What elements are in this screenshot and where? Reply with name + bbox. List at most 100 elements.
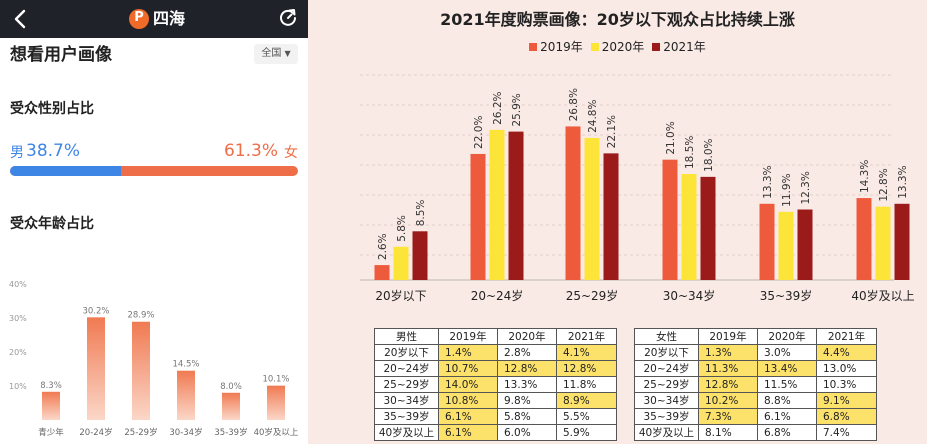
bar-2020年 [681, 173, 697, 280]
y-tick-label: 30% [9, 314, 27, 323]
table-cell: 10.7% [438, 360, 498, 377]
male-label: 男 [10, 145, 24, 161]
table-row: 30~34岁 10.8% 9.8% 8.9% [374, 392, 617, 409]
table-cell: 6.1% [757, 408, 817, 425]
page-title: 想看用户画像 [10, 45, 112, 65]
table-cell: 7.3% [698, 408, 758, 425]
age-bar-value-label: 28.9% [127, 311, 154, 321]
table-cell: 1.3% [698, 344, 758, 361]
bar-2020年 [778, 211, 794, 280]
table-row: 40岁及以上 8.1% 6.8% 7.4% [634, 424, 877, 441]
age-category-label: 20-24岁 [79, 427, 112, 438]
table-row: 20岁以下 1.3% 3.0% 4.4% [634, 344, 877, 361]
bar-value-label: 13.3% [762, 165, 774, 198]
category-label: 40岁及以上 [851, 288, 914, 303]
table-cell: 6.8% [757, 424, 817, 441]
age-bar [222, 392, 240, 420]
table-row-label: 25~29岁 [634, 376, 699, 393]
bar-value-label: 13.3% [897, 165, 909, 198]
category-label: 20岁以下 [375, 288, 426, 303]
table-cell: 12.8% [497, 360, 557, 377]
table-row-label: 30~34岁 [634, 392, 699, 409]
age-category-label: 35-39岁 [214, 427, 247, 438]
table-cell: 6.1% [438, 408, 498, 425]
table-header-cell: 女性 [634, 328, 699, 345]
bar-2020年 [393, 246, 409, 280]
table-cell: 8.1% [698, 424, 758, 441]
region-select[interactable]: 全国 ▼ [254, 44, 298, 64]
age-category-label: 40岁及以上 [254, 427, 299, 438]
age-ratio-chart: 10% 20% 30% 40% 8.3% 青少年 30.2% 20-24岁 28.9% 25-29… [9, 280, 299, 438]
table-row: 20岁以下 1.4% 2.8% 4.1% [374, 344, 617, 361]
table-cell: 5.8% [497, 408, 557, 425]
age-bar [42, 391, 60, 420]
legend-swatch [590, 43, 599, 51]
female-label: 女 [284, 145, 298, 161]
age-category-label: 30-34岁 [169, 427, 202, 438]
table-cell: 10.3% [816, 376, 877, 393]
legend-swatch [529, 43, 538, 51]
age-bar [132, 321, 150, 420]
bar-value-label: 25.9% [511, 93, 523, 126]
bar-2021年 [894, 203, 910, 280]
bar-2019年 [759, 203, 775, 280]
age-bar-value-label: 10.1% [262, 375, 289, 385]
table-cell: 1.4% [438, 344, 498, 361]
region-select-value: 全国 [261, 48, 282, 59]
app-title: 四海 [153, 9, 186, 28]
table-header-row: 男性 2019年 2020年 2021年 [374, 328, 617, 345]
age-bar-value-label: 14.5% [172, 360, 199, 370]
legend-item: 2019年 [529, 38, 583, 55]
table-cell: 6.8% [816, 408, 877, 425]
chart-title: 2021年度购票画像：20岁以下观众占比持续上涨 [440, 10, 795, 29]
chart-legend: 2019年 2020年 2021年 [308, 38, 927, 55]
table-cell: 13.4% [757, 360, 817, 377]
table-cell: 13.3% [497, 376, 557, 393]
table-cell: 11.8% [556, 376, 617, 393]
age-bar [87, 317, 105, 420]
bar-2020年 [489, 129, 505, 280]
user-profile-panel: P 四海 想看用户画像 全国 ▼ 受众性别占比 男 38.7% 61.3% 女 … [0, 0, 308, 444]
table-header-cell: 2020年 [497, 328, 557, 345]
table-cell: 4.4% [816, 344, 877, 361]
table-cell: 6.0% [497, 424, 557, 441]
table-cell: 9.1% [816, 392, 877, 409]
age-bar [177, 370, 195, 420]
age-bar [267, 385, 285, 420]
bar-value-label: 12.8% [878, 168, 890, 201]
table-header-row: 女性 2019年 2020年 2021年 [634, 328, 877, 345]
bar-2019年 [470, 153, 486, 280]
table-cell: 6.1% [438, 424, 498, 441]
legend-label: 2019年 [540, 40, 583, 54]
y-tick-label: 10% [9, 382, 27, 391]
table-cell: 10.2% [698, 392, 758, 409]
table-cell: 11.3% [698, 360, 758, 377]
table-header-cell: 男性 [374, 328, 439, 345]
table-cell: 9.8% [497, 392, 557, 409]
table-cell: 8.9% [556, 392, 617, 409]
table-header-cell: 2019年 [698, 328, 758, 345]
age-category-label: 青少年 [38, 427, 64, 438]
bar-value-label: 5.8% [396, 215, 408, 242]
table-cell: 13.0% [816, 360, 877, 377]
table-row: 25~29岁 14.0% 13.3% 11.8% [374, 376, 617, 393]
app-logo-glyph: P [134, 10, 144, 25]
table-row: 30~34岁 10.2% 8.8% 9.1% [634, 392, 877, 409]
table-cell: 2.8% [497, 344, 557, 361]
bar-2020年 [584, 137, 600, 280]
bar-value-label: 12.3% [800, 171, 812, 204]
category-label: 30~34岁 [663, 288, 716, 303]
table-row: 20~24岁 11.3% 13.4% 13.0% [634, 360, 877, 377]
table-row: 25~29岁 12.8% 11.5% 10.3% [634, 376, 877, 393]
bar-value-label: 21.0% [665, 121, 677, 154]
table-cell: 5.5% [556, 408, 617, 425]
table-cell: 10.8% [438, 392, 498, 409]
chevron-left-icon[interactable] [10, 8, 32, 30]
category-label: 35~39岁 [760, 288, 813, 303]
age-bar-value-label: 30.2% [82, 306, 109, 316]
legend-item: 2020年 [590, 38, 644, 55]
refresh-icon[interactable] [277, 7, 299, 29]
female-data-table: 女性 2019年 2020年 2021年 20岁以下 1.3% 3.0% 4.4% 20~24岁… [634, 328, 877, 441]
table-row: 35~39岁 7.3% 6.1% 6.8% [634, 408, 877, 425]
bar-2021年 [412, 231, 428, 280]
